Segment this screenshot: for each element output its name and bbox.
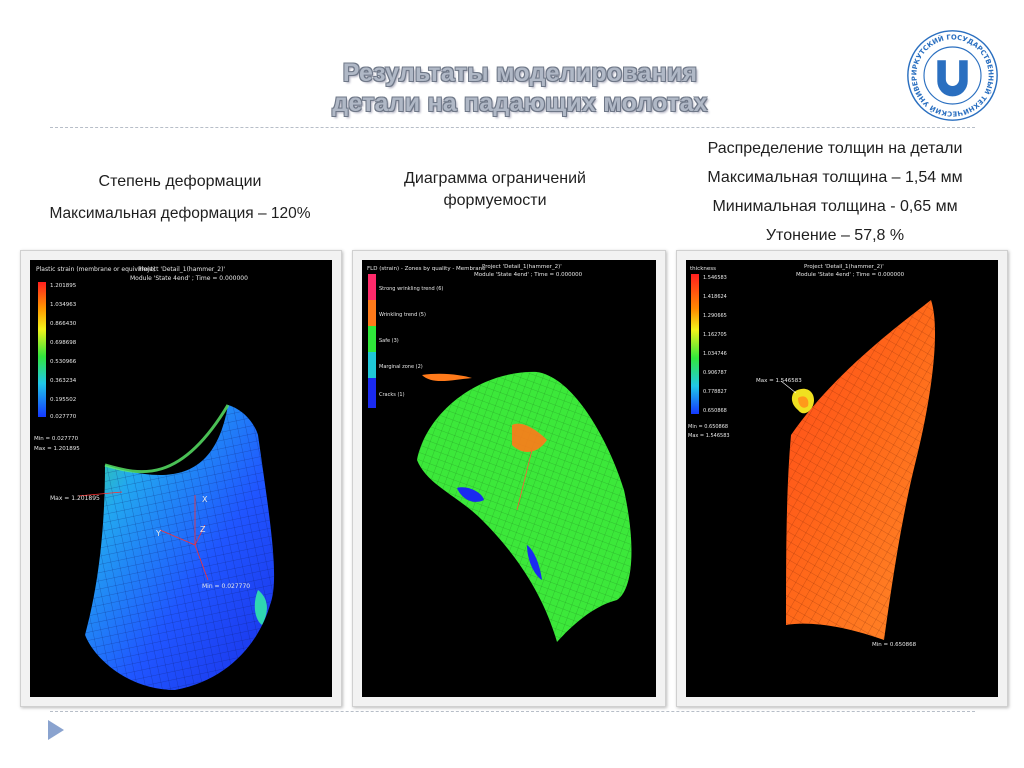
strain-panel: Plastic strain (membrane or equivalent) …	[20, 250, 342, 707]
caption-strain-line1: Степень деформации	[98, 173, 262, 190]
axis-y-label: Y	[155, 529, 161, 538]
thickness-legend-value: 1.418624	[703, 294, 727, 300]
thickness-legend-value: 1.034746	[703, 351, 727, 357]
thickness-legend-value: 0.906787	[703, 370, 727, 376]
caption-strain: Степень деформации Максимальная деформац…	[20, 172, 340, 224]
top-divider	[50, 127, 975, 128]
thickness-max-text: Max = 1.546583	[688, 433, 730, 439]
thickness-legend-value: 0.650868	[703, 408, 727, 414]
flc-header-module: Module 'State 4end' ; Time = 0.000000	[474, 272, 583, 278]
strain-legend-title: Plastic strain (membrane or equivalent)	[36, 266, 155, 273]
thickness-header-project: Project 'Detail_1(hammer_2)'	[804, 264, 884, 270]
caption-thickness-line4: Утонение – 57,8 %	[765, 227, 905, 244]
thickness-legend-title: thickness	[690, 266, 716, 272]
university-logo-icon: ИРКУТСКИЙ ГОСУДАРСТВЕННЫЙ ТЕХНИЧЕСКИЙ УН…	[902, 22, 1000, 123]
thickness-legend-value: 0.778827	[703, 389, 727, 395]
strain-simulation-image: Plastic strain (membrane or equivalent) …	[34, 266, 275, 690]
strain-legend-value: 1.201895	[50, 283, 77, 289]
strain-legend-value: 0.866430	[50, 321, 77, 327]
caption-thickness-line1: Распределение толщин на детали	[707, 140, 963, 157]
strain-legend-value: 0.530966	[50, 359, 77, 365]
next-slide-arrow-icon[interactable]	[48, 720, 64, 740]
thickness-legend-value: 1.546583	[703, 275, 727, 281]
caption-thickness-line3: Минимальная толщина - 0,65 мм	[712, 198, 958, 215]
caption-thickness-line2: Максимальная толщина – 1,54 мм	[707, 169, 963, 186]
caption-flc: Диаграмма ограничений формуемости	[355, 168, 635, 212]
flc-legend-item: Marginal zone (2)	[379, 364, 423, 370]
thickness-min-text: Min = 0.650868	[688, 424, 728, 430]
axis-x-label: X	[202, 495, 208, 504]
strain-legend-value: 1.034963	[50, 302, 77, 308]
thickness-min-callout: Min = 0.650868	[872, 642, 917, 648]
flc-legend-title: FLD (strain) - Zones by quality - Membra…	[367, 266, 486, 272]
caption-strain-line2: Максимальная деформация – 120%	[49, 205, 311, 222]
flc-panel: FLD (strain) - Zones by quality - Membra…	[352, 250, 666, 707]
flc-simulation-image: FLD (strain) - Zones by quality - Membra…	[367, 264, 632, 642]
strain-min-text: Min = 0.027770	[34, 436, 79, 442]
strain-legend-bar	[38, 282, 46, 417]
strain-max-text: Max = 1.201895	[34, 446, 80, 452]
strain-min-callout: Min = 0.027770	[202, 583, 250, 590]
flc-legend-item: Strong wrinkling trend (6)	[379, 286, 443, 292]
flc-legend-item: Wrinkling trend (5)	[379, 312, 426, 318]
thickness-max-callout: Max = 1.546583	[756, 378, 802, 384]
axis-z-label: Z	[200, 525, 206, 534]
caption-flc-line1: Диаграмма ограничений	[404, 170, 586, 187]
slide-title: Результаты моделирования детали на падаю…	[220, 58, 820, 118]
strain-legend-value: 0.195502	[50, 397, 76, 403]
slide-title-line1: Результаты моделирования	[342, 59, 698, 87]
thickness-legend-bar	[691, 274, 699, 414]
thickness-panel: thickness Project 'Detail_1(hammer_2)' M…	[676, 250, 1008, 707]
strain-max-callout: Max = 1.201895	[50, 495, 100, 502]
strain-legend-value: 0.027770	[50, 414, 77, 420]
thickness-header-module: Module 'State 4end' ; Time = 0.000000	[796, 272, 905, 278]
bottom-divider	[50, 711, 975, 712]
strain-header-project: Project 'Detail_1(hammer_2)'	[138, 266, 225, 273]
thickness-simulation-image: thickness Project 'Detail_1(hammer_2)' M…	[688, 264, 936, 648]
thickness-legend-value: 1.162705	[703, 332, 727, 338]
strain-legend-value: 0.698698	[50, 340, 77, 346]
caption-flc-line2: формуемости	[443, 192, 547, 209]
thickness-legend-value: 1.290665	[703, 313, 727, 319]
flc-header-project: Project 'Detail_1(hammer_2)'	[482, 264, 562, 270]
strain-legend-value: 0.363234	[50, 378, 77, 384]
slide-title-line2: детали на падающих молотах	[332, 89, 708, 117]
flc-legend-item: Cracks (1)	[379, 392, 405, 398]
caption-thickness: Распределение толщин на детали Максималь…	[670, 134, 1000, 250]
flc-legend-item: Safe (3)	[379, 338, 399, 344]
strain-header-module: Module 'State 4end' ; Time = 0.000000	[130, 275, 248, 282]
